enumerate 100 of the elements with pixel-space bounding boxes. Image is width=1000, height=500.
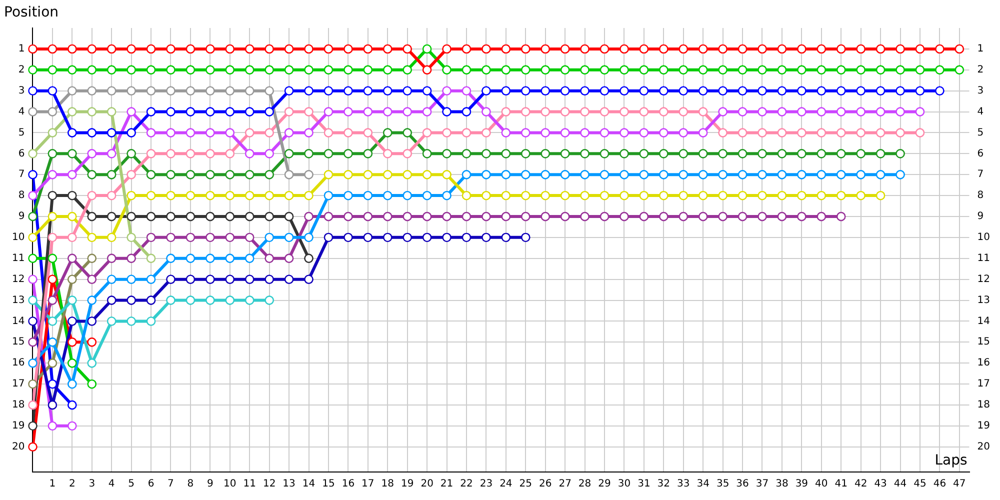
point [678,190,688,200]
y-tick-label: 16 [12,358,25,369]
y2-tick-label: 15 [977,336,990,348]
point [758,170,767,180]
point [146,149,156,158]
point [206,44,215,54]
point [166,254,176,263]
x-tick-label: 43 [874,478,887,490]
point [48,254,58,263]
point [166,274,176,284]
point [896,128,905,138]
point [166,232,176,242]
point [344,86,353,96]
point [383,232,392,242]
point [718,86,728,96]
point [482,212,491,222]
point [284,107,294,116]
point [876,107,886,116]
point [482,190,491,200]
point [856,86,866,96]
point [363,44,373,54]
x-tick-label: 9 [206,478,214,490]
point [304,274,314,284]
point [560,44,570,54]
point [284,44,294,54]
point [68,254,77,263]
point [758,149,767,158]
y-tick-label: 1 [18,44,25,55]
point [738,65,748,74]
point [422,44,432,54]
point [540,107,550,116]
point [166,296,176,305]
point [442,44,452,54]
point [106,86,116,96]
x-tick-label: 16 [342,478,355,490]
point [126,274,136,284]
point [896,149,905,158]
point [501,65,511,74]
point [87,170,96,180]
x-tick-label: 24 [500,478,512,490]
point [284,170,294,180]
point [678,44,688,54]
point [284,212,294,222]
x-tick-label: 11 [243,478,256,490]
point [28,44,38,54]
point [245,86,254,96]
y-tick-label: 14 [12,316,25,327]
point [836,107,846,116]
point [816,128,826,138]
point [344,232,353,242]
point [106,274,116,284]
point [344,170,353,180]
point [106,254,116,263]
point [186,128,196,138]
y2-tick-label: 6 [977,148,984,160]
point [383,190,392,200]
point [442,170,452,180]
point [383,149,392,158]
point [363,190,373,200]
point [856,149,866,158]
point [68,296,77,305]
point [876,190,886,200]
x-tick-label: 39 [795,478,808,490]
point [560,190,570,200]
point [462,170,472,180]
point [48,190,58,200]
point [68,86,77,96]
y2-tick-label: 13 [977,294,990,306]
point [462,86,472,96]
point [797,107,806,116]
point [422,232,432,242]
point [324,232,334,242]
point [48,296,58,305]
point [600,149,610,158]
point [462,190,472,200]
x-tick-label: 38 [776,478,788,490]
point [186,149,196,158]
point [225,170,234,180]
point [28,358,38,368]
point [580,128,590,138]
point [146,296,156,305]
point [344,107,353,116]
point [797,149,806,158]
point [738,149,748,158]
x-tick-label: 7 [168,478,174,490]
point [600,86,610,96]
point [324,128,334,138]
point [324,149,334,158]
point [698,65,708,74]
point [915,107,925,116]
point [28,107,38,116]
point [718,190,728,200]
point [28,274,38,284]
point [521,44,530,54]
point [442,65,452,74]
point [324,212,334,222]
point [106,212,116,222]
point [225,65,234,74]
x-tick-label: 44 [894,478,907,490]
point [363,212,373,222]
